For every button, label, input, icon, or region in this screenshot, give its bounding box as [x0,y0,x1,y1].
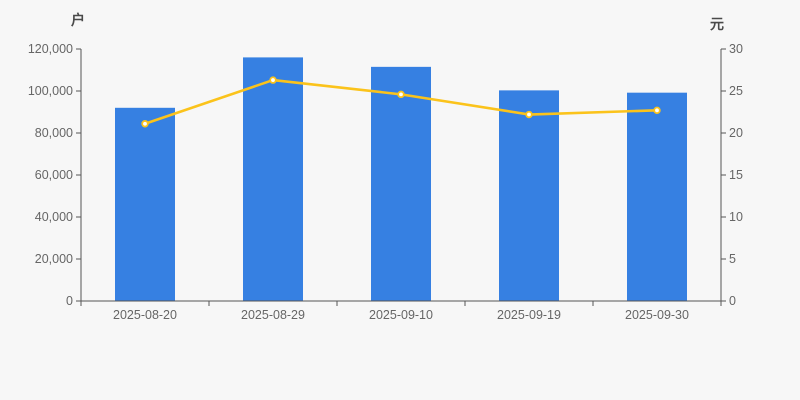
bar-2025-08-29[interactable] [243,57,303,302]
left-axis-tick-label: 0 [66,294,73,308]
x-axis-label: 2025-09-30 [625,308,689,322]
left-axis-unit-label: 户 [71,12,85,28]
line-point-2025-09-10[interactable] [397,90,405,99]
right-axis-tick-label: 25 [729,84,743,98]
x-axis-label: 2025-09-10 [369,308,433,322]
bar-2025-09-30[interactable] [627,92,687,302]
line-point-2025-09-19[interactable] [525,110,533,119]
right-axis-tick-label: 0 [729,294,736,308]
left-axis-tick-label: 20,000 [35,252,73,266]
left-axis-tick-label: 80,000 [35,126,73,140]
left-axis-tick-label: 100,000 [28,84,73,98]
left-axis-tick-label: 60,000 [35,168,73,182]
line-point-2025-09-30[interactable] [653,106,661,115]
right-axis-tick-label: 5 [729,252,736,266]
line-point-2025-08-20[interactable] [141,120,149,128]
x-axis-label: 2025-08-20 [113,308,177,322]
bar-2025-09-10[interactable] [371,66,431,301]
left-axis-tick-label: 40,000 [35,210,73,224]
x-axis-label: 2025-09-19 [497,308,561,322]
right-axis-tick-label: 30 [729,42,743,56]
x-axis-label: 2025-08-29 [241,308,305,322]
left-axis-tick-label: 120,000 [28,42,73,56]
bar-2025-08-20[interactable] [115,107,175,301]
right-axis-unit-label: 元 [710,16,724,32]
bar-2025-09-19[interactable] [499,90,559,302]
right-axis-tick-label: 10 [729,210,743,224]
right-axis-tick-label: 15 [729,168,743,182]
line-point-2025-08-29[interactable] [269,76,277,84]
right-axis-tick-label: 20 [729,126,743,140]
